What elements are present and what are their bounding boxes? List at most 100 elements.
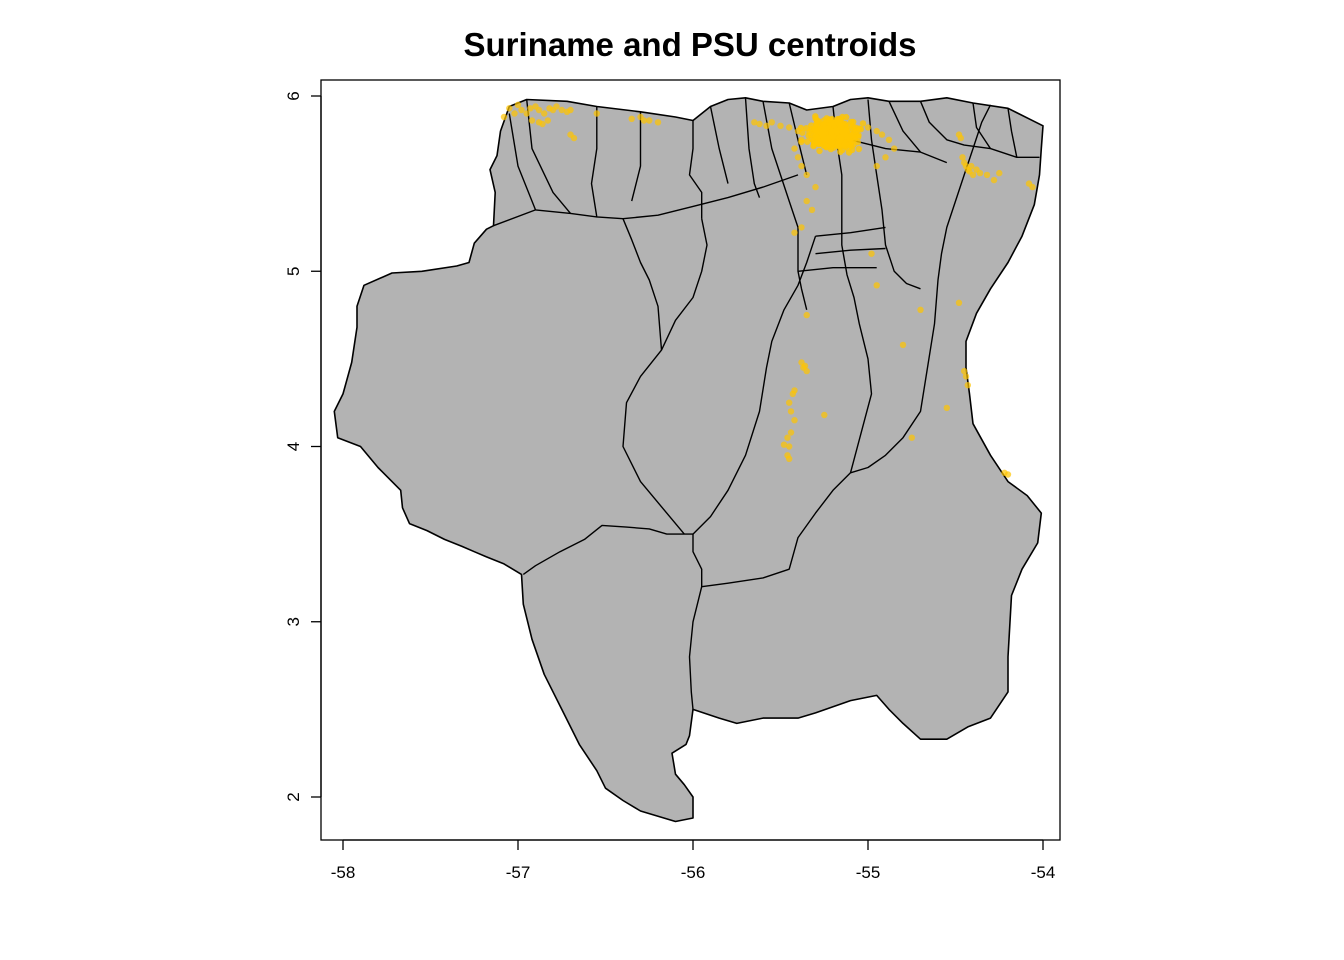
district-boundary [688, 120, 703, 219]
psu-centroid-point [873, 282, 880, 289]
psu-centroid-point [511, 110, 518, 117]
y-tick-label: 4 [284, 442, 303, 451]
psu-centroid-point [821, 411, 828, 419]
psu-centroid-point [593, 110, 600, 117]
psu-centroid-point [820, 142, 827, 149]
psu-centroid-point [756, 120, 763, 128]
psu-centroid-point [539, 120, 546, 128]
psu-centroid-point [786, 124, 793, 131]
x-axis: -58 -57 -56 -55 -54 [331, 839, 1056, 882]
district-boundaries [493, 97, 1040, 710]
psu-centroid-point [541, 110, 548, 117]
district-boundary [688, 534, 703, 710]
psu-centroid-point [553, 103, 560, 110]
psu-centroid-point [943, 404, 950, 412]
psu-centroid-point [786, 455, 793, 462]
psu-centroid-point [976, 169, 984, 177]
psu-centroid-point [852, 128, 859, 135]
psu-centroid-point [961, 367, 968, 375]
psu-centroid-point [828, 138, 836, 146]
psu-centroid-point [891, 145, 898, 152]
psu-centroid-point [908, 434, 915, 441]
psu-centroid-point [983, 171, 991, 179]
psu-centroid-point [845, 122, 852, 129]
district-boundary [526, 99, 572, 214]
psu-centroid-point [523, 110, 530, 117]
psu-centroid-point [864, 124, 872, 131]
psu-centroid-point [768, 119, 775, 126]
district-boundary [508, 113, 537, 211]
district-boundary [815, 247, 886, 255]
psu-centroid-point [878, 131, 886, 138]
district-boundary [631, 111, 642, 202]
psu-centroid-point [808, 206, 816, 214]
psu-centroid-point [780, 441, 788, 448]
psu-centroid-point [820, 135, 828, 142]
psu-centroid-point [803, 311, 810, 319]
psu-centroid-point [820, 117, 828, 124]
psu-centroid-point [791, 417, 798, 424]
psu-centroid-point [816, 147, 823, 155]
psu-centroid-point [527, 105, 534, 112]
psu-centroid-point [506, 105, 513, 112]
psu-centroids [500, 101, 1036, 478]
psu-centroid-point [812, 132, 819, 139]
psu-centroid-point [791, 229, 798, 236]
psu-centroid-point [518, 106, 525, 114]
psu-centroid-point [955, 299, 963, 306]
psu-centroid-point [873, 162, 880, 170]
psu-centroid-point [812, 183, 819, 191]
psu-centroid-point [1029, 183, 1036, 191]
psu-centroid-point [969, 171, 977, 179]
psu-centroid-point [959, 154, 966, 161]
psu-centroid-point [804, 138, 811, 145]
psu-centroid-point [803, 197, 810, 205]
psu-centroid-point [855, 145, 863, 153]
psu-centroid-point [794, 127, 802, 135]
district-boundary [832, 106, 873, 473]
district-boundary [622, 218, 663, 351]
psu-centroid-point [841, 131, 849, 138]
y-tick-label: 5 [284, 267, 303, 276]
district-boundary [788, 102, 808, 176]
psu-centroid-point [798, 224, 805, 231]
y-tick-label: 6 [284, 91, 303, 100]
psu-centroid-point [500, 113, 508, 121]
psu-centroid-point [794, 154, 802, 161]
psu-centroid-point [791, 145, 798, 152]
psu-centroid-point [835, 140, 842, 147]
psu-centroid-point [812, 113, 819, 120]
psu-centroid-point [798, 162, 805, 170]
district-boundary [590, 106, 598, 218]
psu-centroid-point [996, 169, 1003, 177]
psu-centroid-point [798, 136, 805, 143]
psu-centroid-point [803, 367, 810, 375]
psu-centroid-point [628, 115, 635, 123]
district-boundary [522, 524, 693, 575]
psu-centroid-point [990, 176, 998, 184]
district-boundary [493, 174, 799, 227]
psu-centroid-point [820, 129, 828, 137]
psu-centroid-point [841, 141, 848, 149]
psu-centroid-point [830, 144, 838, 151]
psu-centroid-point [832, 127, 840, 134]
y-tick-label: 3 [284, 617, 303, 626]
psu-centroid-point [813, 120, 820, 127]
psu-centroid-point [646, 117, 653, 124]
district-boundary [744, 97, 761, 198]
psu-centroid-point [868, 250, 875, 257]
x-tick-label: -54 [1031, 863, 1056, 882]
district-boundary [709, 106, 729, 184]
psu-centroid-point [843, 113, 850, 121]
psu-centroid-point [654, 119, 662, 126]
map-title: Suriname and PSU centroids [463, 26, 917, 63]
psu-centroid-point [859, 120, 867, 127]
psu-centroid-point [803, 171, 810, 179]
psu-centroid-point [882, 154, 889, 161]
district-boundary [972, 102, 992, 149]
psu-centroid-point [848, 138, 856, 145]
suriname-outline [333, 97, 1044, 823]
psu-centroid-point [787, 429, 795, 436]
psu-centroid-point [830, 119, 837, 127]
psu-centroid-point [787, 408, 795, 415]
